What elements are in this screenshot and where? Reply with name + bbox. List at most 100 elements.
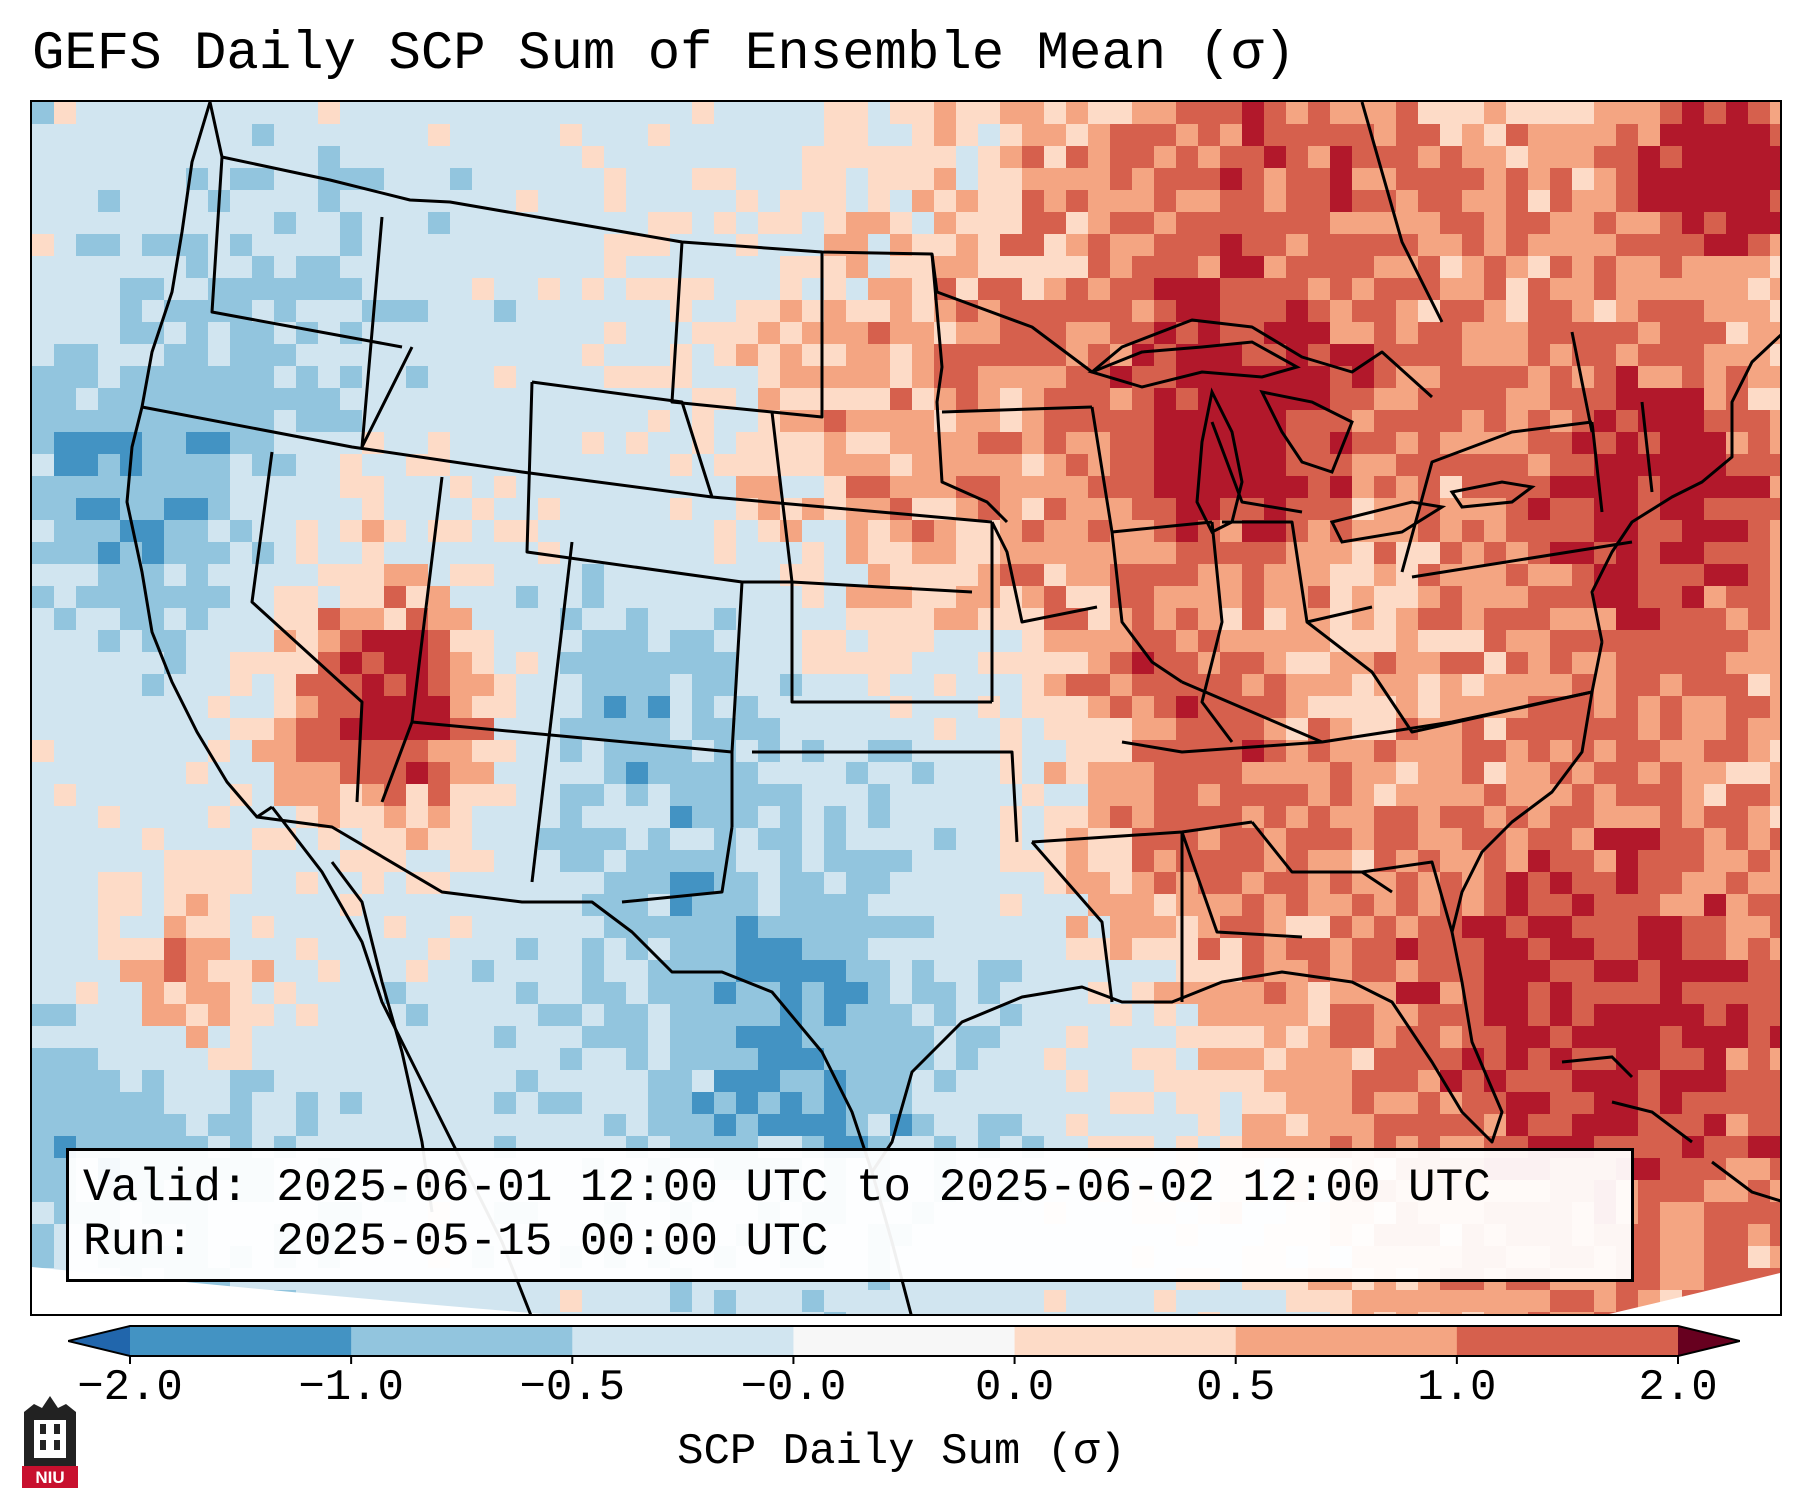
- scp-cell: [846, 960, 868, 982]
- scp-cell: [758, 212, 780, 234]
- scp-cell: [450, 762, 472, 784]
- scp-cell: [296, 388, 318, 410]
- scp-cell: [1748, 190, 1770, 212]
- scp-cell: [1704, 894, 1726, 916]
- scp-cell: [648, 696, 670, 718]
- scp-cell: [1770, 520, 1780, 542]
- scp-cell: [516, 982, 538, 1004]
- scp-cell: [1726, 168, 1748, 190]
- scp-cell: [1506, 124, 1528, 146]
- scp-cell: [736, 784, 758, 806]
- scp-cell: [76, 410, 98, 432]
- scp-cell: [1682, 806, 1704, 828]
- scp-cell: [1176, 454, 1198, 476]
- scp-cell: [1396, 190, 1418, 212]
- scp-cell: [1396, 410, 1418, 432]
- scp-cell: [1770, 872, 1780, 894]
- scp-cell: [1176, 938, 1198, 960]
- scp-cell: [76, 366, 98, 388]
- scp-cell: [1594, 168, 1616, 190]
- scp-cell: [1462, 168, 1484, 190]
- scp-cell: [318, 278, 340, 300]
- scp-cell: [120, 586, 142, 608]
- scp-cell: [1506, 344, 1528, 366]
- scp-cell: [1484, 630, 1506, 652]
- scp-cell: [1462, 850, 1484, 872]
- great-lakes: [1087, 340, 1536, 544]
- scp-cell: [1770, 278, 1780, 300]
- scp-cell: [32, 410, 54, 432]
- scp-cell: [560, 828, 582, 850]
- scp-cell: [1484, 1004, 1506, 1026]
- scp-cell: [1374, 256, 1396, 278]
- scp-cell: [582, 784, 604, 806]
- scp-cell: [340, 652, 362, 674]
- scp-cell: [1352, 168, 1374, 190]
- scp-cell: [1418, 520, 1440, 542]
- scp-cell: [1110, 212, 1132, 234]
- scp-cell: [1748, 982, 1770, 1004]
- scp-cell: [1066, 256, 1088, 278]
- scp-cell: [54, 388, 76, 410]
- scp-cell: [1682, 498, 1704, 520]
- scp-cell: [1242, 190, 1264, 212]
- scp-cell: [1572, 894, 1594, 916]
- scp-cell: [1704, 982, 1726, 1004]
- scp-cell: [1374, 300, 1396, 322]
- scp-cell: [340, 674, 362, 696]
- scp-cell: [1462, 960, 1484, 982]
- scp-cell: [1462, 520, 1484, 542]
- scp-cell: [1484, 322, 1506, 344]
- scp-cell: [1154, 806, 1176, 828]
- scp-cell: [692, 784, 714, 806]
- scp-cell: [1682, 1092, 1704, 1114]
- scp-cell: [1638, 256, 1660, 278]
- scp-cell: [1506, 564, 1528, 586]
- scp-cell: [626, 718, 648, 740]
- scp-cell: [164, 1004, 186, 1026]
- scp-cell: [1704, 740, 1726, 762]
- scp-cell: [1594, 696, 1616, 718]
- scp-cell: [1594, 850, 1616, 872]
- scp-cell: [1660, 872, 1682, 894]
- scp-cell: [956, 608, 978, 630]
- scp-cell: [1264, 740, 1286, 762]
- scp-cell: [164, 498, 186, 520]
- scp-cell: [1572, 828, 1594, 850]
- scp-cell: [1132, 322, 1154, 344]
- scp-cell: [186, 982, 208, 1004]
- scp-cell: [1440, 344, 1462, 366]
- scp-cell: [1484, 1048, 1506, 1070]
- scp-cell: [1528, 1312, 1550, 1314]
- scp-cell: [1198, 212, 1220, 234]
- scp-cell: [692, 652, 714, 674]
- scp-cell: [1154, 762, 1176, 784]
- scp-cell: [1770, 190, 1780, 212]
- scp-cell: [1264, 1026, 1286, 1048]
- scp-cell: [1220, 300, 1242, 322]
- scp-cell: [208, 806, 230, 828]
- scp-cell: [1176, 190, 1198, 212]
- scp-cell: [1308, 564, 1330, 586]
- scp-cell: [1286, 168, 1308, 190]
- scp-cell: [648, 124, 670, 146]
- scp-cell: [1660, 212, 1682, 234]
- scp-cell: [736, 762, 758, 784]
- scp-cell: [670, 1004, 692, 1026]
- scp-cell: [1704, 850, 1726, 872]
- scp-cell: [1022, 124, 1044, 146]
- scp-cell: [714, 652, 736, 674]
- scp-cell: [98, 1070, 120, 1092]
- scp-cell: [802, 300, 824, 322]
- scp-cell: [1286, 1092, 1308, 1114]
- scp-cell: [428, 212, 450, 234]
- scp-cell: [538, 278, 560, 300]
- scp-cell: [1374, 124, 1396, 146]
- scp-cell: [1176, 234, 1198, 256]
- scp-cell: [1022, 674, 1044, 696]
- scp-cell: [472, 278, 494, 300]
- scp-cell: [1044, 696, 1066, 718]
- scp-cell: [758, 960, 780, 982]
- scp-cell: [1660, 1070, 1682, 1092]
- scp-cell: [1638, 850, 1660, 872]
